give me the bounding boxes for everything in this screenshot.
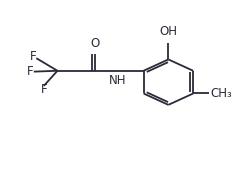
Text: F: F [27, 65, 33, 78]
Text: CH₃: CH₃ [211, 87, 232, 100]
Text: O: O [90, 37, 100, 50]
Text: OH: OH [159, 25, 177, 38]
Text: NH: NH [109, 74, 127, 87]
Text: F: F [30, 50, 37, 63]
Text: F: F [40, 83, 47, 96]
